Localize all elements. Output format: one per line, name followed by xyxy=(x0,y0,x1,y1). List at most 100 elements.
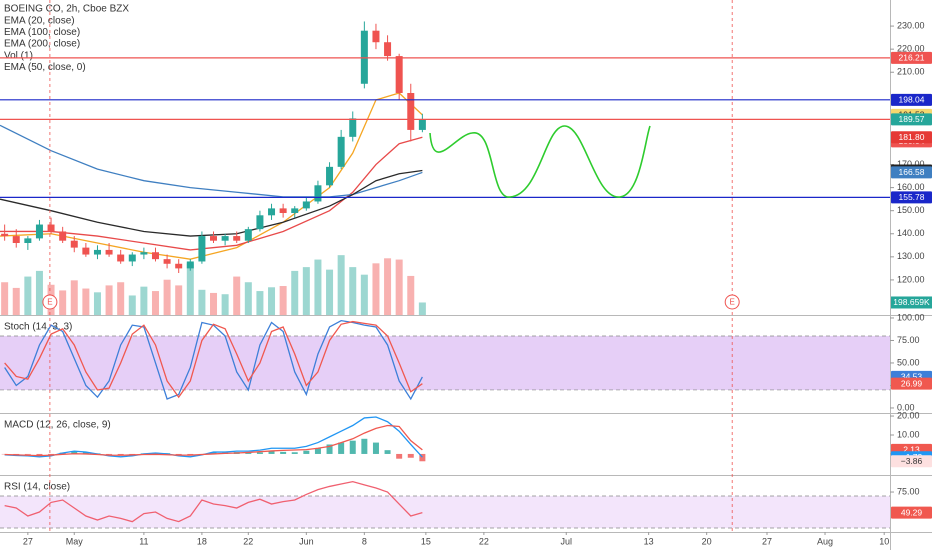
price-label-box xyxy=(891,506,932,519)
x-tick-label: 15 xyxy=(421,536,431,546)
y-tick-label: 50.00 xyxy=(897,357,920,367)
y-tick-label: 220.00 xyxy=(897,44,925,54)
volume-bar xyxy=(117,282,125,315)
candle-body xyxy=(93,249,101,255)
legend-entry: EMA (200, close) xyxy=(4,39,80,50)
volume-bar xyxy=(395,259,403,315)
event-label: E xyxy=(47,298,52,307)
candle-body xyxy=(198,236,206,262)
candle-body xyxy=(349,118,357,137)
pane-title: Stoch (14, 3, 3) xyxy=(4,322,72,333)
volume-bar xyxy=(407,275,415,315)
x-tick-label: 22 xyxy=(243,536,253,546)
volume-bar xyxy=(163,279,171,315)
candle-body xyxy=(140,252,148,255)
candle-body xyxy=(256,215,264,230)
histogram-bar xyxy=(175,453,182,455)
candle-body xyxy=(407,93,415,130)
event-marker xyxy=(42,294,58,310)
histogram-bar xyxy=(407,453,414,458)
x-tick-label: Jul xyxy=(561,536,573,546)
candle-body xyxy=(291,208,299,213)
volume-bar xyxy=(82,288,90,315)
histogram-bar xyxy=(349,440,356,454)
price-label: 181.80 xyxy=(899,132,925,142)
y-tick-label: 210.00 xyxy=(897,67,925,77)
x-tick-label: 27 xyxy=(23,536,33,546)
volume-label: 198.659K xyxy=(893,297,930,307)
candle-body xyxy=(175,263,183,269)
macd-pane: MACD (12, 26, close, 9) xyxy=(1,416,426,462)
histogram-bar xyxy=(419,453,426,462)
histogram-bar xyxy=(48,453,55,455)
histogram-bar xyxy=(338,442,345,454)
histogram-bar xyxy=(314,448,321,454)
volume-bar xyxy=(372,263,380,315)
event-marker xyxy=(724,294,740,310)
volume-bar xyxy=(59,290,67,315)
histogram-bar xyxy=(24,453,31,455)
histogram-bar xyxy=(71,451,78,454)
candle-body xyxy=(314,185,322,202)
volume-bar xyxy=(175,285,183,315)
price-label-box xyxy=(891,455,932,468)
histogram-bar xyxy=(268,451,275,454)
candle-body xyxy=(70,240,78,248)
drawing xyxy=(429,125,651,198)
candle-body xyxy=(360,30,368,84)
indicator-line xyxy=(4,320,423,399)
y-tick-label: 100.00 xyxy=(897,312,925,322)
candle-body xyxy=(233,236,241,241)
histogram-bar xyxy=(13,453,20,455)
histogram-bar xyxy=(361,438,368,454)
price-label-box xyxy=(891,113,932,126)
volume-bar xyxy=(326,269,334,315)
y-tick-label: 75.00 xyxy=(897,335,920,345)
histogram-bar xyxy=(303,450,310,454)
event-label: E xyxy=(730,298,735,307)
legend-entry: Vol (1) xyxy=(4,50,33,61)
volume-bar xyxy=(35,270,43,315)
volume-bar xyxy=(12,287,20,315)
x-tick-label: 13 xyxy=(644,536,654,546)
price-label: 34.53 xyxy=(901,372,923,382)
x-tick-label: Jun xyxy=(299,536,314,546)
candle-body xyxy=(163,259,171,264)
candle-body xyxy=(186,261,194,269)
candle-body xyxy=(128,254,136,262)
rsi-pane: RSI (14, close) xyxy=(0,480,890,529)
histogram-bar xyxy=(372,442,379,454)
volume-bar xyxy=(302,267,310,315)
y-tick-label: 140.00 xyxy=(897,228,925,238)
pane-title: RSI (14, close) xyxy=(4,482,70,493)
price-label: 216.21 xyxy=(899,53,925,63)
x-tick-label: 22 xyxy=(479,536,489,546)
volume-bar xyxy=(70,280,78,315)
candle-body xyxy=(47,224,55,232)
candle-body xyxy=(151,252,159,260)
price-label: 198.04 xyxy=(899,95,925,105)
candle-body xyxy=(268,208,276,216)
volume-bar xyxy=(244,282,252,315)
x-tick-label: 20 xyxy=(702,536,712,546)
volume-bar xyxy=(337,255,345,315)
histogram-bar xyxy=(396,453,403,459)
volume-bar xyxy=(384,258,392,315)
candle-body xyxy=(12,236,20,243)
price-label: 2.13 xyxy=(903,445,920,455)
volume-bar xyxy=(140,286,148,315)
candle-body xyxy=(384,42,392,57)
candle-body xyxy=(210,236,218,241)
ema-line xyxy=(0,124,423,198)
candle-body xyxy=(24,238,32,243)
histogram-bar xyxy=(36,453,43,456)
candle-body xyxy=(117,254,125,262)
volume-bar xyxy=(221,294,229,315)
x-tick-label: Aug xyxy=(817,536,833,546)
y-tick-label: 230.00 xyxy=(897,20,925,30)
y-tick-label: 130.00 xyxy=(897,251,925,261)
y-tick-label: 120.00 xyxy=(897,274,925,284)
band xyxy=(0,335,890,390)
